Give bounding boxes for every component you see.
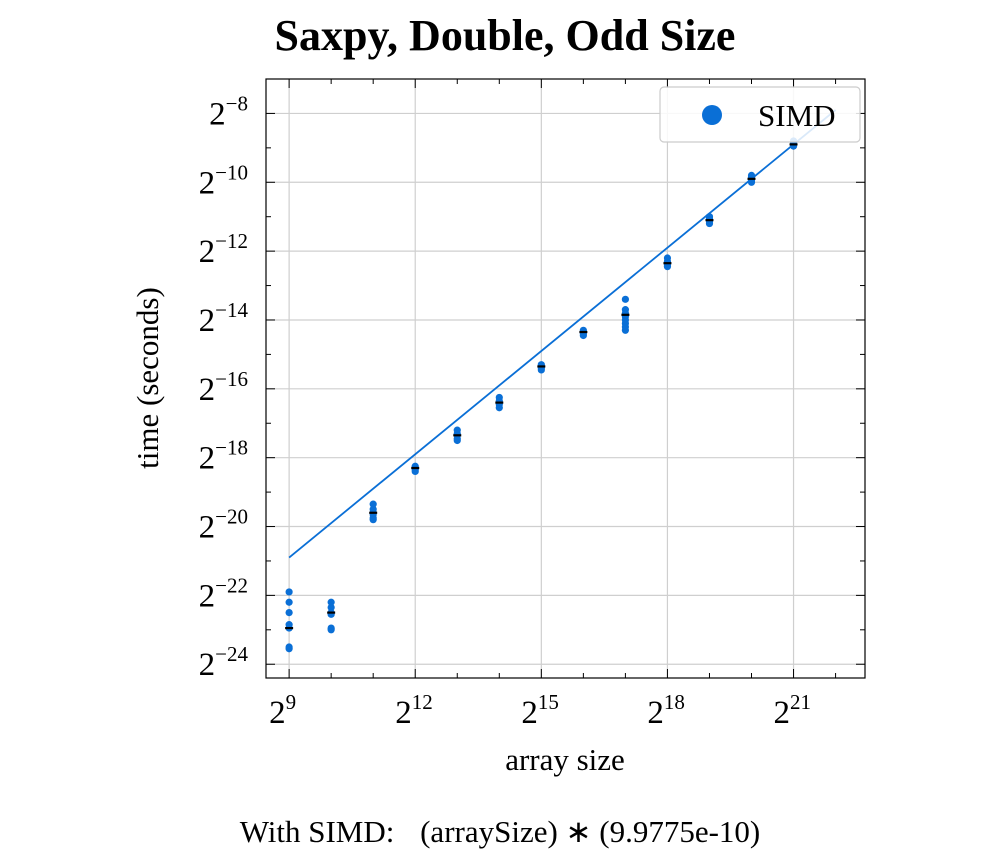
- y-tick-labels: 2−8 2−10 2−12 2−14 2−16 2−18 2−20 2−22 2−24: [199, 91, 249, 683]
- data-point: [621, 326, 630, 334]
- x-tick-label-2: 215: [521, 690, 559, 731]
- mean-markers: [285, 143, 798, 630]
- data-point: [495, 404, 503, 412]
- data-point: [285, 608, 293, 617]
- data-point: [327, 603, 335, 612]
- data-point: [369, 516, 377, 524]
- data-point: [285, 645, 293, 653]
- x-tick-label-3: 218: [647, 690, 685, 731]
- data-point: [747, 178, 756, 186]
- footer-expression: (arraySize) ∗ (9.9775e-10): [420, 814, 760, 849]
- legend-marker: [702, 105, 722, 125]
- data-point: [663, 263, 672, 271]
- y-tick-label-4: 2−16: [199, 367, 248, 408]
- data-point: [285, 588, 293, 596]
- footer-prefix: With SIMD:: [240, 814, 395, 849]
- x-tick-label-0: 29: [269, 690, 296, 731]
- data-point: [537, 366, 545, 374]
- data-point: [579, 331, 587, 340]
- data-point: [621, 295, 630, 303]
- data-point: [327, 598, 335, 606]
- fit-line-layer: [288, 109, 837, 559]
- plot-frame: [265, 78, 866, 679]
- y-tick-label-0: 2−8: [209, 91, 248, 132]
- legend-box: [659, 86, 861, 143]
- y-tick-label-2: 2−12: [199, 229, 248, 270]
- data-point: [453, 436, 461, 445]
- y-tick-label-6: 2−20: [199, 505, 248, 546]
- data-point: [327, 626, 335, 634]
- x-axis-label: array size: [505, 742, 625, 777]
- y-tick-label-8: 2−24: [199, 642, 249, 683]
- fit-line: [288, 109, 837, 559]
- axis-ticks: [266, 78, 865, 678]
- y-tick-label-5: 2−18: [199, 436, 248, 477]
- data-point: [705, 219, 714, 228]
- data-point: [369, 500, 377, 508]
- legend: SIMD: [659, 86, 861, 143]
- grid: [266, 79, 865, 678]
- y-tick-label-1: 2−10: [199, 160, 248, 201]
- x-tick-label-4: 221: [774, 690, 812, 731]
- data-point: [411, 467, 419, 476]
- y-tick-label-7: 2−22: [199, 573, 248, 614]
- data-point: [285, 598, 293, 606]
- x-tick-label-1: 212: [395, 690, 433, 731]
- y-tick-label-3: 2−14: [199, 298, 249, 339]
- chart-title: Saxpy, Double, Odd Size: [275, 11, 736, 60]
- footer-formula: With SIMD: (arraySize) ∗ (9.9775e-10): [240, 814, 761, 849]
- legend-label: SIMD: [758, 98, 836, 133]
- y-axis-label: time (seconds): [130, 287, 165, 469]
- x-tick-labels: 29 212 215 218 221: [269, 690, 811, 731]
